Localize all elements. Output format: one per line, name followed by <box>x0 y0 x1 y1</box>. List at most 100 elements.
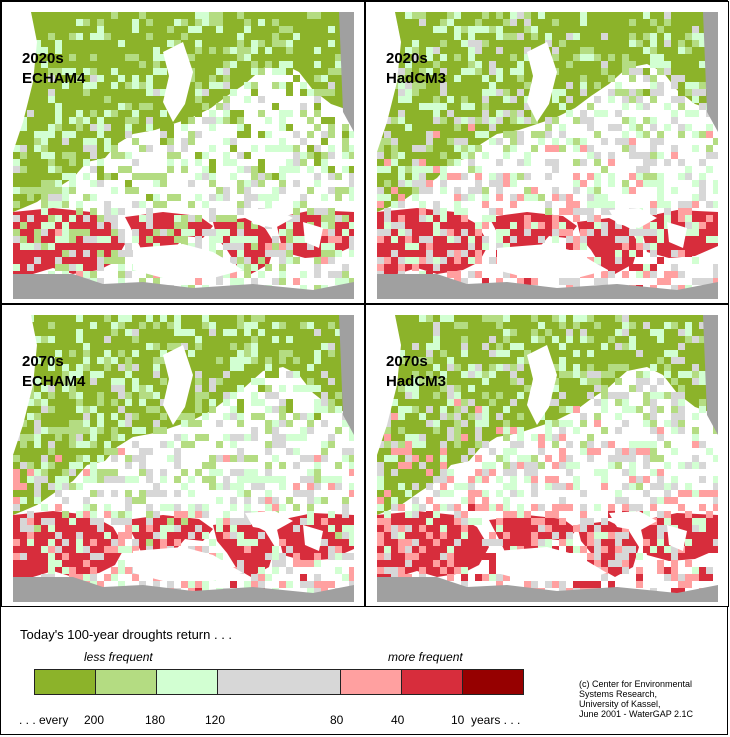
drought-cell <box>111 385 118 392</box>
drought-cell <box>118 117 125 124</box>
drought-cell <box>111 250 118 257</box>
drought-cell <box>517 33 524 40</box>
drought-cell <box>573 19 580 26</box>
drought-cell <box>111 546 118 553</box>
drought-cell <box>496 371 503 378</box>
drought-cell <box>587 194 594 201</box>
drought-cell <box>573 546 580 553</box>
drought-cell <box>412 539 419 546</box>
drought-cell <box>209 243 216 250</box>
drought-cell <box>195 378 202 385</box>
drought-cell <box>279 462 286 469</box>
drought-cell <box>412 483 419 490</box>
drought-cell <box>265 117 272 124</box>
drought-cell <box>461 145 468 152</box>
drought-cell <box>538 462 545 469</box>
drought-cell <box>671 264 678 271</box>
drought-cell <box>685 201 692 208</box>
drought-cell <box>69 420 76 427</box>
drought-cell <box>461 208 468 215</box>
drought-cell <box>475 68 482 75</box>
drought-cell <box>195 152 202 159</box>
drought-cell <box>97 96 104 103</box>
drought-cell <box>650 250 657 257</box>
drought-cell <box>559 124 566 131</box>
drought-cell <box>461 483 468 490</box>
drought-cell <box>314 581 321 588</box>
drought-cell <box>174 40 181 47</box>
drought-cell <box>426 180 433 187</box>
drought-cell <box>230 271 237 278</box>
drought-cell <box>335 546 342 553</box>
drought-cell <box>580 110 587 117</box>
drought-cell <box>405 257 412 264</box>
drought-cell <box>307 145 314 152</box>
drought-cell <box>160 89 167 96</box>
drought-cell <box>321 89 328 96</box>
drought-cell <box>223 271 230 278</box>
drought-cell <box>314 173 321 180</box>
drought-cell <box>685 166 692 173</box>
drought-cell <box>692 427 699 434</box>
drought-cell <box>622 138 629 145</box>
drought-cell <box>251 483 258 490</box>
drought-cell <box>489 336 496 343</box>
drought-cell <box>405 560 412 567</box>
drought-cell <box>104 504 111 511</box>
drought-cell <box>195 47 202 54</box>
drought-cell <box>237 483 244 490</box>
drought-cell <box>314 47 321 54</box>
drought-cell <box>447 236 454 243</box>
drought-cell <box>195 399 202 406</box>
drought-cell <box>650 264 657 271</box>
drought-cell <box>440 250 447 257</box>
drought-cell <box>97 371 104 378</box>
drought-cell <box>174 343 181 350</box>
drought-cell <box>167 138 174 145</box>
drought-cell <box>349 462 354 469</box>
drought-cell <box>125 117 132 124</box>
drought-cell <box>244 581 251 588</box>
drought-cell <box>48 441 55 448</box>
drought-cell <box>636 250 643 257</box>
drought-cell <box>447 434 454 441</box>
drought-cell <box>503 462 510 469</box>
drought-cell <box>69 250 76 257</box>
drought-cell <box>335 406 342 413</box>
drought-cell <box>307 243 314 250</box>
drought-cell <box>685 47 692 54</box>
drought-cell <box>258 378 265 385</box>
drought-cell <box>244 47 251 54</box>
drought-cell <box>62 138 69 145</box>
drought-cell <box>279 124 286 131</box>
drought-cell <box>594 54 601 61</box>
drought-cell <box>587 518 594 525</box>
drought-cell <box>62 483 69 490</box>
drought-cell <box>398 385 405 392</box>
drought-cell <box>405 385 412 392</box>
drought-cell <box>622 117 629 124</box>
drought-cell <box>433 33 440 40</box>
drought-cell <box>188 476 195 483</box>
drought-cell <box>510 110 517 117</box>
drought-cell <box>699 40 706 47</box>
drought-cell <box>664 12 671 19</box>
drought-cell <box>41 476 48 483</box>
drought-cell <box>475 271 482 278</box>
drought-cell <box>615 378 622 385</box>
drought-cell <box>97 420 104 427</box>
drought-cell <box>706 448 713 455</box>
drought-cell <box>111 152 118 159</box>
drought-cell <box>181 511 188 518</box>
drought-cell <box>293 208 300 215</box>
drought-cell <box>216 518 223 525</box>
drought-cell <box>328 89 335 96</box>
drought-cell <box>97 131 104 138</box>
drought-cell <box>244 257 251 264</box>
drought-cell <box>34 187 41 194</box>
drought-cell <box>181 138 188 145</box>
drought-cell <box>251 47 258 54</box>
drought-cell <box>314 75 321 82</box>
drought-cell <box>83 343 90 350</box>
drought-cell <box>139 392 146 399</box>
